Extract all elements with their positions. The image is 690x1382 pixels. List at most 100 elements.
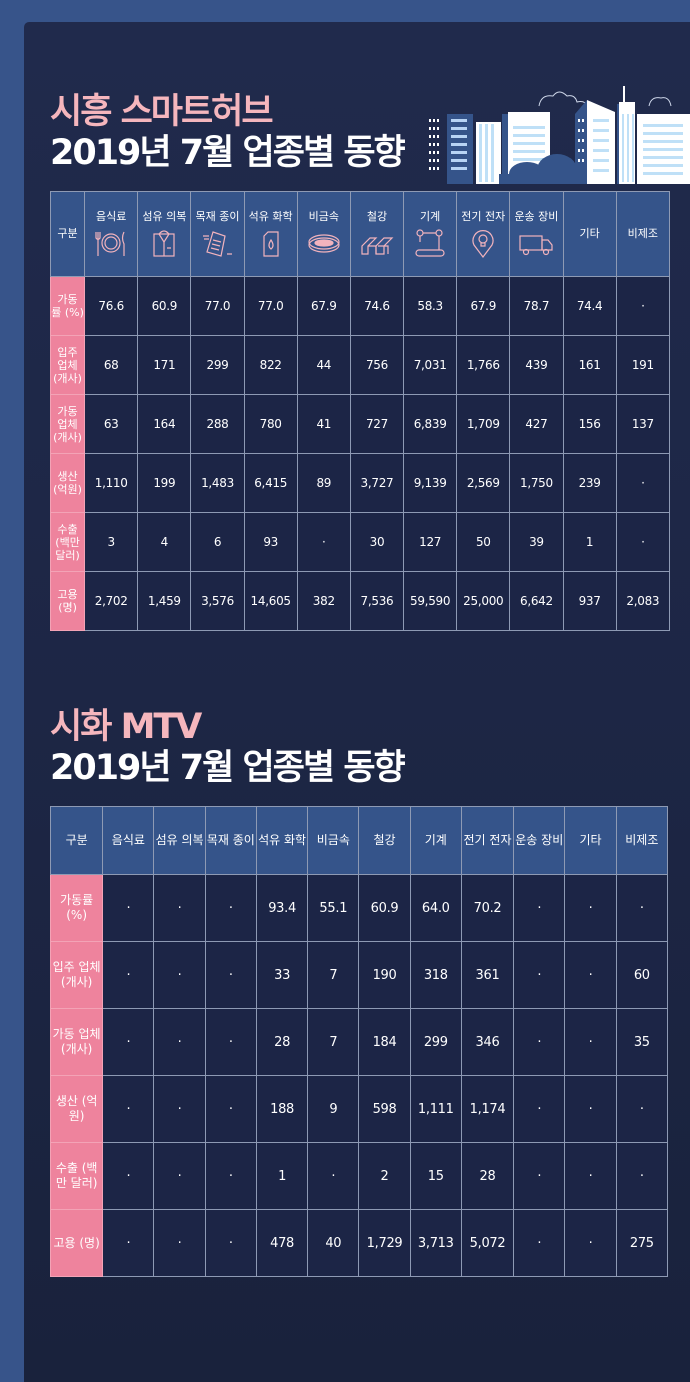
coil-icon: [308, 234, 340, 253]
cell: 937: [562, 571, 617, 631]
cell: 60: [615, 941, 669, 1009]
row-header: 가동률 (%): [49, 874, 104, 942]
row-header: 수출 (백만 달러): [49, 1142, 104, 1210]
cell: 7,031: [403, 335, 458, 395]
cell: 28: [255, 1008, 309, 1076]
column-header: 섬유 의복: [137, 191, 192, 277]
cell: 4: [137, 512, 192, 572]
cell: 30: [349, 512, 405, 572]
cell: 171: [137, 335, 192, 395]
cell: 60.9: [137, 276, 192, 336]
table-row: 고용 (명) 2,702 1,459 3,576 14,605 382 7,536 59,5…: [49, 571, 671, 631]
cell: 1,459: [137, 571, 192, 631]
cell: ·: [615, 276, 671, 336]
cell: 78.7: [509, 276, 564, 336]
cell: 1,709: [456, 394, 511, 454]
cell: ·: [307, 1142, 360, 1210]
cell: 346: [460, 1008, 515, 1076]
table-row: 입주 업체 (개사) · · · 33 7 190 318 361 · · 60: [49, 941, 669, 1009]
cell: ·: [204, 1142, 257, 1210]
cell: 191: [615, 335, 671, 395]
city-skyline-illustration: [429, 86, 690, 184]
cell: 239: [562, 453, 617, 513]
cell: ·: [564, 1142, 617, 1210]
cell: ·: [615, 1142, 669, 1210]
cell: 58.3: [403, 276, 458, 336]
row-header: 생산 (억원): [49, 453, 86, 513]
section2-title: 시화 MTV 2019년 7월 업종별 동향: [50, 707, 406, 789]
cell: 1,174: [460, 1075, 515, 1143]
cell: ·: [102, 1142, 155, 1210]
cell: ·: [564, 1075, 617, 1143]
cell: 184: [358, 1008, 411, 1076]
cell: ·: [153, 1008, 206, 1076]
cell: 74.6: [349, 276, 405, 336]
column-header: 목재 종이: [190, 191, 245, 277]
cell: 41: [296, 394, 351, 454]
lightbulb-pin-icon: [472, 230, 494, 258]
column-header: 비금속: [296, 191, 351, 277]
cell: 2,702: [84, 571, 139, 631]
cell: 598: [358, 1075, 411, 1143]
cell: 76.6: [84, 276, 139, 336]
robot-arm-icon: [415, 229, 445, 257]
column-header: 석유 화학: [255, 806, 309, 875]
cell: ·: [615, 874, 669, 942]
column-header: 전기 전자: [460, 806, 515, 875]
cell: 67.9: [456, 276, 511, 336]
cell: 2: [358, 1142, 411, 1210]
cell: ·: [564, 874, 617, 942]
cell: 60.9: [358, 874, 411, 942]
section2-title-line1: 시화 MTV: [50, 707, 202, 747]
cell: 2,083: [615, 571, 671, 631]
cell: 822: [243, 335, 298, 395]
row-header: 입주 업체 (개사): [49, 941, 104, 1009]
cell: ·: [102, 1075, 155, 1143]
corner-header: 구분: [49, 806, 104, 875]
section1-title-line1: 시흥 스마트허브: [50, 92, 274, 132]
shirt-icon: [153, 230, 175, 257]
column-header: 운송 장비: [513, 806, 566, 875]
cell: 288: [190, 394, 245, 454]
cell: ·: [102, 1008, 155, 1076]
cell: 70.2: [460, 874, 515, 942]
cell: 2,569: [456, 453, 511, 513]
cell: ·: [153, 1209, 206, 1277]
cell: 6,642: [509, 571, 564, 631]
cell: 44: [296, 335, 351, 395]
cell: 77.0: [190, 276, 245, 336]
table-row: 수출 (백만 달러) 3 4 6 93 · 30 127 50 39 1 ·: [49, 512, 671, 572]
cell: 93: [243, 512, 298, 572]
cell: 14,605: [243, 571, 298, 631]
cell: 33: [255, 941, 309, 1009]
cell: 68: [84, 335, 139, 395]
section1-title: 시흥 스마트허브 2019년 7월 업종별 동향: [50, 92, 406, 174]
column-header: 철강: [349, 191, 405, 277]
cell: ·: [615, 1075, 669, 1143]
cell: 164: [137, 394, 192, 454]
cell: 7,536: [349, 571, 405, 631]
cell: 67.9: [296, 276, 351, 336]
column-header: 비제조: [615, 191, 671, 277]
cell: 50: [456, 512, 511, 572]
row-header: 가동 률 (%): [49, 276, 86, 336]
cell: ·: [513, 1142, 566, 1210]
cell: ·: [153, 941, 206, 1009]
cell: 89: [296, 453, 351, 513]
row-header: 고용 (명): [49, 1209, 104, 1277]
cell: 199: [137, 453, 192, 513]
row-header: 가동 업체 (개사): [49, 1008, 104, 1076]
cell: 6,415: [243, 453, 298, 513]
cell: 3: [84, 512, 139, 572]
cell: 780: [243, 394, 298, 454]
column-header: 음식료: [84, 191, 139, 277]
cell: 427: [509, 394, 564, 454]
cell: 299: [409, 1008, 462, 1076]
cell: ·: [204, 874, 257, 942]
column-header: 비제조: [615, 806, 669, 875]
cell: 1,750: [509, 453, 564, 513]
row-header: 입주 업체 (개사): [49, 335, 86, 395]
column-header: 철강: [358, 806, 411, 875]
cell: 9: [307, 1075, 360, 1143]
cell: 35: [615, 1008, 669, 1076]
